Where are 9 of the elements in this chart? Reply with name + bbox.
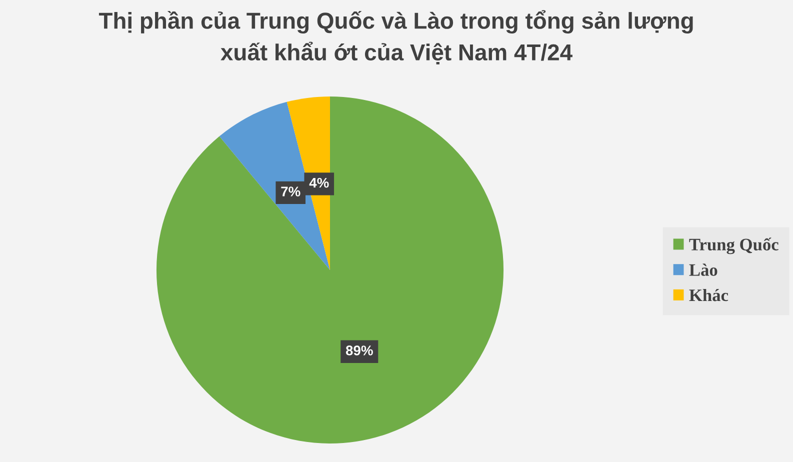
legend-label: Khác (689, 288, 728, 302)
data-label: 4% (309, 178, 329, 188)
legend-label: Lào (689, 264, 718, 276)
legend-label: Trung Quốc (689, 238, 778, 254)
data-label: 89% (346, 346, 373, 356)
pie-slice (156, 96, 504, 444)
data-label: 7% (281, 186, 300, 196)
pie-slice (219, 102, 330, 270)
chart-title: Thị phần của Trung Quốc và Lào trong tổng sản lượng xuất khẩu ớt của Việt Nam 4T/24 (98, 10, 693, 64)
